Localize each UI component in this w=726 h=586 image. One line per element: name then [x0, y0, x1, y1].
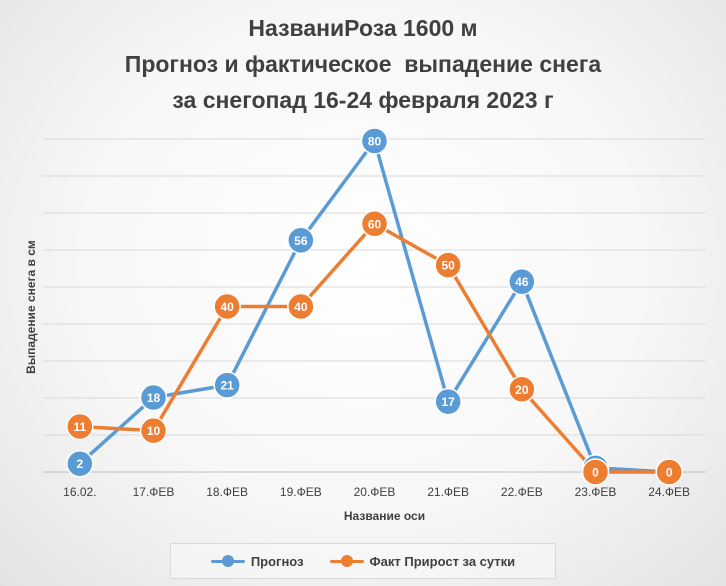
data-point — [434, 251, 462, 279]
x-tick-label: 20.ФЕВ — [354, 485, 396, 499]
x-axis-title: Название оси — [344, 509, 425, 523]
data-point — [139, 416, 168, 445]
data-label: 40 — [220, 300, 234, 314]
data-point — [360, 127, 389, 155]
data-label: 50 — [441, 259, 455, 273]
x-tick-label: 16.02. — [63, 485, 96, 499]
chart-title-line-1: НазваниРоза 1600 м — [248, 15, 478, 41]
x-tick-label: 18.ФЕВ — [206, 485, 248, 499]
data-point — [213, 371, 241, 399]
legend-marker-actual — [329, 555, 364, 567]
data-point — [66, 412, 94, 441]
series-line-0 — [78, 139, 671, 474]
x-tick-label: 21.ФЕВ — [427, 485, 469, 499]
legend: Прогноз Факт Прирост за сутки — [170, 543, 556, 579]
chart-title-line-2: Прогноз и фактическое выпадение снега — [124, 51, 602, 77]
legend-item-forecast: Прогноз — [210, 553, 304, 569]
data-label: 21 — [220, 379, 234, 393]
chart-title: НазваниРоза 1600 м Прогноз и фактическое… — [0, 10, 726, 118]
data-point — [287, 226, 315, 255]
data-point — [655, 458, 683, 486]
data-label: 2 — [76, 457, 83, 471]
data-label: 0 — [592, 466, 599, 480]
data-label: 0 — [666, 466, 673, 480]
data-label: 40 — [294, 300, 308, 314]
x-tick-label: 24.ФЕВ — [648, 485, 690, 499]
data-point — [434, 387, 462, 416]
legend-label-actual: Факт Прирост за сутки — [369, 553, 516, 569]
data-label: 18 — [147, 391, 161, 405]
data-point — [508, 267, 536, 296]
data-point — [287, 292, 315, 321]
x-tick-label: 17.ФЕВ — [133, 485, 175, 499]
data-point — [139, 383, 168, 412]
data-label: 60 — [368, 217, 382, 231]
data-label: 80 — [368, 135, 382, 149]
data-point — [508, 375, 536, 403]
data-label: 17 — [441, 395, 455, 409]
data-point — [66, 449, 94, 478]
x-tick-label: 23.ФЕВ — [575, 485, 617, 499]
y-axis-title: Выпадение снега в см — [24, 240, 38, 374]
data-point — [581, 458, 610, 486]
chart-title-line-3: за снегопад 16-24 февраля 2023 г — [172, 87, 554, 113]
data-label: 10 — [147, 424, 161, 438]
data-point — [213, 292, 241, 321]
data-label: 20 — [515, 383, 529, 397]
data-point — [360, 210, 389, 238]
legend-label-forecast: Прогноз — [250, 553, 304, 569]
x-tick-label: 22.ФЕВ — [501, 485, 543, 499]
x-tick-label: 19.ФЕВ — [280, 485, 322, 499]
legend-marker-forecast — [210, 555, 245, 567]
data-label: 56 — [294, 234, 308, 248]
data-label: 11 — [73, 420, 86, 434]
legend-item-actual: Факт Прирост за сутки — [329, 553, 516, 569]
data-label: 46 — [515, 275, 529, 289]
